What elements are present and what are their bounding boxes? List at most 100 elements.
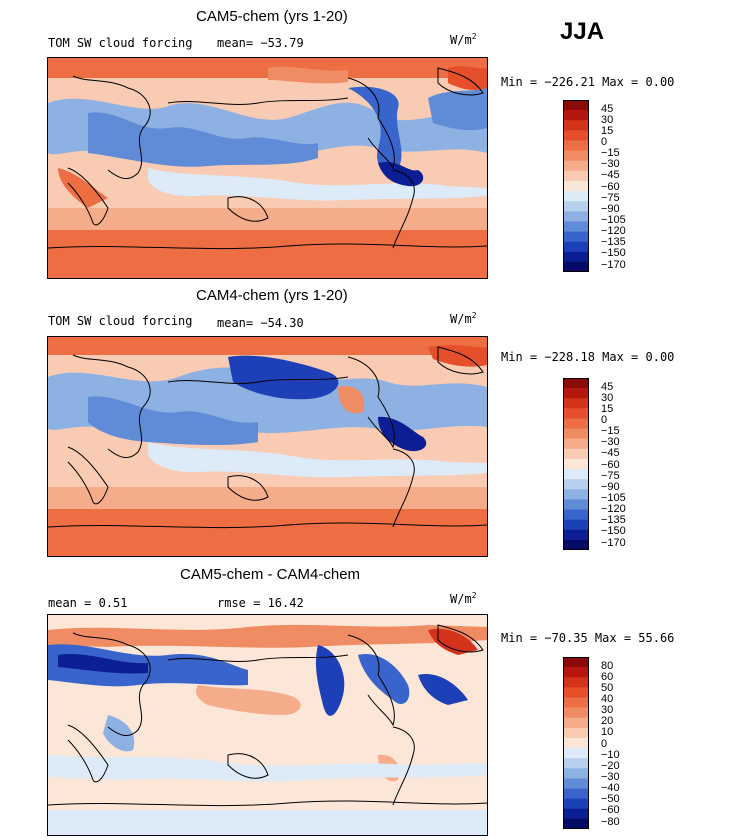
colorbar-label: −60 xyxy=(601,804,620,816)
colorbar-label: −90 xyxy=(601,481,620,493)
colorbar-swatch xyxy=(563,191,589,202)
colorbar-swatch xyxy=(563,418,589,429)
panel-3-colorbar xyxy=(563,657,589,834)
colorbar-swatch xyxy=(563,509,589,520)
colorbar-swatch xyxy=(563,529,589,541)
panel-3-colorbar-labels: 80 60 50 40 30 20 10 0 −10 −20 −30 −40 −… xyxy=(601,661,661,831)
colorbar-label: −120 xyxy=(601,225,626,237)
colorbar-label: −75 xyxy=(601,192,620,204)
colorbar-label: 30 xyxy=(601,704,614,716)
colorbar-label: 15 xyxy=(601,125,614,137)
colorbar-label: −40 xyxy=(601,782,620,794)
colorbar-label: 30 xyxy=(601,114,614,126)
colorbar-swatch xyxy=(563,180,589,192)
colorbar-swatch xyxy=(563,687,589,698)
colorbar-swatch xyxy=(563,120,589,131)
colorbar-border xyxy=(563,378,589,550)
colorbar-label: −105 xyxy=(601,214,626,226)
colorbar-label: −50 xyxy=(601,793,620,805)
panel-2-minmax: Min = −228.18 Max = 0.00 xyxy=(501,350,675,364)
colorbar-swatch xyxy=(563,737,589,749)
colorbar-swatch xyxy=(563,458,589,470)
colorbar-border xyxy=(563,100,589,272)
colorbar-label: −135 xyxy=(601,236,626,248)
colorbar-border xyxy=(563,657,589,829)
colorbar-label: 15 xyxy=(601,403,614,415)
colorbar-swatch xyxy=(563,140,589,151)
colorbar-swatch xyxy=(563,489,589,500)
colorbar-label: 0 xyxy=(601,414,608,426)
colorbar-label: −170 xyxy=(601,259,626,271)
colorbar-swatch xyxy=(563,408,589,419)
colorbar-label: −170 xyxy=(601,537,626,549)
colorbar-label: 0 xyxy=(601,136,608,148)
colorbar-swatch xyxy=(563,818,589,830)
colorbar-swatch xyxy=(563,657,589,668)
colorbar-swatch xyxy=(563,110,589,121)
colorbar-label: −105 xyxy=(601,492,626,504)
colorbar-label: −135 xyxy=(601,514,626,526)
panel-3-title: CAM5-chem - CAM4-chem xyxy=(180,566,361,583)
colorbar-swatch xyxy=(563,251,589,263)
colorbar-swatch xyxy=(563,100,589,111)
colorbar-label: −150 xyxy=(601,525,626,537)
colorbar-label: −45 xyxy=(601,447,620,459)
colorbar-label: −15 xyxy=(601,147,620,159)
colorbar-swatch xyxy=(563,130,589,141)
colorbar-swatch xyxy=(563,261,589,273)
colorbar-swatch xyxy=(563,697,589,708)
colorbar-swatch xyxy=(563,201,589,212)
colorbar-label: −20 xyxy=(601,760,620,772)
panel-2-title: CAM4-chem (yrs 1-20) xyxy=(196,287,348,304)
colorbar-swatch xyxy=(563,677,589,688)
colorbar-label: 40 xyxy=(601,693,614,705)
colorbar-label: −15 xyxy=(601,425,620,437)
colorbar-swatch xyxy=(563,788,589,799)
colorbar-swatch xyxy=(563,499,589,510)
colorbar-swatch xyxy=(563,798,589,810)
colorbar-swatch xyxy=(563,667,589,678)
panel-1-map xyxy=(47,57,488,279)
colorbar-swatch xyxy=(563,539,589,551)
panel-2-colorbar xyxy=(563,378,589,555)
colorbar-swatch xyxy=(563,231,589,242)
panel-1-colorbar xyxy=(563,100,589,277)
panel-1-units: W/m2 xyxy=(450,32,477,47)
colorbar-swatch xyxy=(563,428,589,440)
colorbar-label: 60 xyxy=(601,671,614,683)
panel-3-map xyxy=(47,614,488,836)
panel-2-units: W/m2 xyxy=(450,311,477,326)
panel-1-colorbar-labels: 45 30 15 0 −15 −30 −45 −60 −75 −90 −105 … xyxy=(601,104,661,274)
season-label: JJA xyxy=(560,18,605,45)
colorbar-label: 45 xyxy=(601,103,614,115)
colorbar-label: 10 xyxy=(601,726,614,738)
colorbar-label: −45 xyxy=(601,169,620,181)
colorbar-label: −10 xyxy=(601,749,620,761)
colorbar-label: −75 xyxy=(601,470,620,482)
colorbar-swatch xyxy=(563,170,589,182)
colorbar-label: −30 xyxy=(601,158,620,170)
colorbar-swatch xyxy=(563,448,589,460)
panel-3-minmax: Min = −70.35 Max = 55.66 xyxy=(501,631,675,645)
colorbar-swatch xyxy=(563,717,589,729)
colorbar-swatch xyxy=(563,748,589,759)
colorbar-swatch xyxy=(563,221,589,232)
colorbar-swatch xyxy=(563,519,589,531)
colorbar-swatch xyxy=(563,808,589,820)
colorbar-label: −150 xyxy=(601,247,626,259)
colorbar-swatch xyxy=(563,398,589,409)
colorbar-label: 50 xyxy=(601,682,614,694)
colorbar-swatch xyxy=(563,241,589,253)
colorbar-swatch xyxy=(563,211,589,222)
colorbar-swatch xyxy=(563,758,589,769)
panel-2-map xyxy=(47,336,488,557)
colorbar-label: 30 xyxy=(601,392,614,404)
colorbar-label: 20 xyxy=(601,715,614,727)
colorbar-swatch xyxy=(563,479,589,490)
colorbar-swatch xyxy=(563,388,589,399)
panel-1-minmax: Min = −226.21 Max = 0.00 xyxy=(501,75,675,89)
colorbar-label: −60 xyxy=(601,181,620,193)
colorbar-swatch xyxy=(563,768,589,779)
colorbar-swatch xyxy=(563,150,589,162)
colorbar-label: 0 xyxy=(601,738,608,750)
